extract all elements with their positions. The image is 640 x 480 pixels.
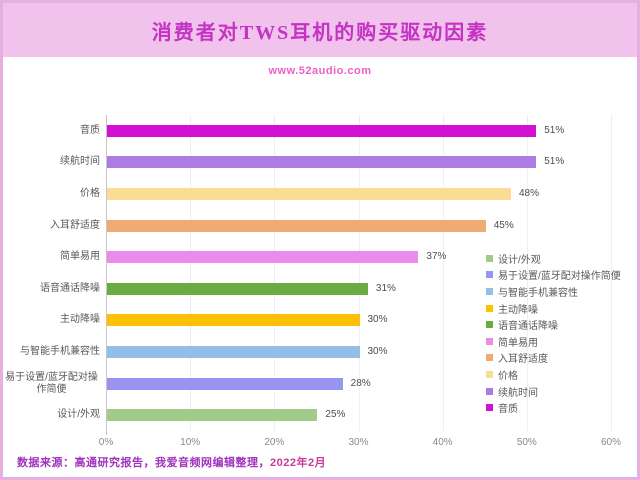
source-date: 2022年2月	[270, 457, 327, 469]
legend-label: 易于设置/蓝牙配对操作简便	[498, 271, 621, 283]
legend-item: 主动降噪	[486, 300, 637, 317]
legend-swatch	[486, 254, 493, 262]
bar	[107, 282, 368, 295]
legend-swatch	[486, 287, 493, 295]
chart-title: 消费者对TWS耳机的购买驱动因素	[151, 21, 489, 44]
value-label: 28%	[350, 377, 371, 389]
bar	[107, 251, 419, 264]
category-axis-line	[106, 115, 107, 435]
bar	[107, 377, 343, 390]
grid-line	[611, 115, 612, 431]
legend-item: 易于设置/蓝牙配对操作简便	[486, 267, 637, 284]
bar	[107, 314, 360, 327]
legend-label: 续航时间	[498, 387, 538, 399]
category-label: 设计/外观	[57, 409, 100, 421]
value-label: 45%	[493, 219, 514, 231]
legend-item: 入耳舒适度	[486, 350, 637, 367]
grid-line	[358, 115, 360, 431]
value-label: 31%	[375, 282, 396, 294]
bar	[107, 188, 511, 200]
bar	[107, 156, 537, 169]
legend-item: 设计/外观	[486, 250, 637, 267]
legend-item: 音质	[486, 399, 637, 416]
category-label: 易于设置/蓝牙配对操作简便	[5, 371, 98, 395]
source-text: 数据来源：高通研究报告，我爱音频网编辑整理，	[17, 457, 270, 469]
website-watermark: www.52audio.com	[268, 65, 372, 77]
legend-item: 续航时间	[486, 383, 637, 400]
legend-swatch	[486, 337, 493, 345]
category-label: 音质	[80, 124, 100, 136]
title-band: 消费者对TWS耳机的购买驱动因素	[3, 3, 637, 57]
legend-label: 设计/外观	[498, 254, 541, 266]
axis-tick-label: 20%	[264, 437, 285, 448]
category-label: 语音通话降噪	[40, 282, 100, 294]
source-note: 数据来源：高通研究报告，我爱音频网编辑整理，2022年2月	[17, 454, 326, 470]
axis-tick-label: 60%	[600, 437, 621, 448]
category-label: 续航时间	[60, 156, 100, 168]
axis-tick-label: 30%	[348, 437, 369, 448]
axis-tick-label: 50%	[516, 437, 537, 448]
axis-tick-label: 10%	[180, 437, 201, 448]
legend-label: 与智能手机兼容性	[498, 287, 578, 299]
grid-line	[190, 115, 192, 431]
bar	[107, 124, 537, 137]
category-label: 入耳舒适度	[50, 219, 100, 231]
bar	[107, 346, 360, 358]
value-label: 37%	[426, 251, 447, 263]
value-label: 25%	[325, 409, 346, 421]
legend-item: 语音通话降噪	[486, 316, 637, 333]
category-label: 与智能手机兼容性	[20, 345, 100, 357]
value-label: 30%	[367, 314, 388, 326]
legend-swatch	[486, 404, 493, 412]
grid-line	[526, 115, 528, 431]
legend-label: 主动降噪	[498, 304, 538, 316]
legend-swatch	[486, 354, 493, 362]
bar	[107, 219, 486, 232]
value-label: 51%	[544, 156, 565, 168]
axis-tick-label: 0%	[98, 437, 114, 448]
axis-tick-label: 40%	[432, 437, 453, 448]
legend-item: 价格	[486, 366, 637, 383]
category-label: 价格	[80, 187, 100, 199]
legend-swatch	[486, 387, 493, 395]
value-label: 30%	[367, 346, 388, 357]
legend-label: 入耳舒适度	[498, 354, 548, 366]
legend-label: 语音通话降噪	[498, 321, 558, 333]
legend-swatch	[486, 321, 493, 329]
legend-swatch	[486, 370, 493, 378]
category-label: 简单易用	[60, 251, 100, 263]
legend-swatch	[486, 271, 493, 279]
grid-line	[442, 115, 444, 431]
bar	[107, 409, 318, 422]
legend-item: 与智能手机兼容性	[486, 283, 637, 300]
value-label: 51%	[544, 124, 565, 136]
legend-item: 简单易用	[486, 333, 637, 350]
category-label: 主动降噪	[60, 314, 100, 326]
plot-area: 0% 10% 20% 30% 40% 50% 60% 音质 51% 续航时间 51% 价格 48% 入耳舒…	[3, 3, 637, 477]
grid-line	[274, 115, 276, 431]
legend-label: 音质	[498, 404, 518, 416]
legend-swatch	[486, 304, 493, 312]
value-label: 48%	[519, 188, 540, 199]
legend-label: 简单易用	[498, 337, 538, 349]
legend: 设计/外观易于设置/蓝牙配对操作简便 与智能手机兼容性 主动降噪语音通话降噪 简单易用…	[486, 250, 637, 416]
legend-label: 价格	[498, 370, 518, 382]
